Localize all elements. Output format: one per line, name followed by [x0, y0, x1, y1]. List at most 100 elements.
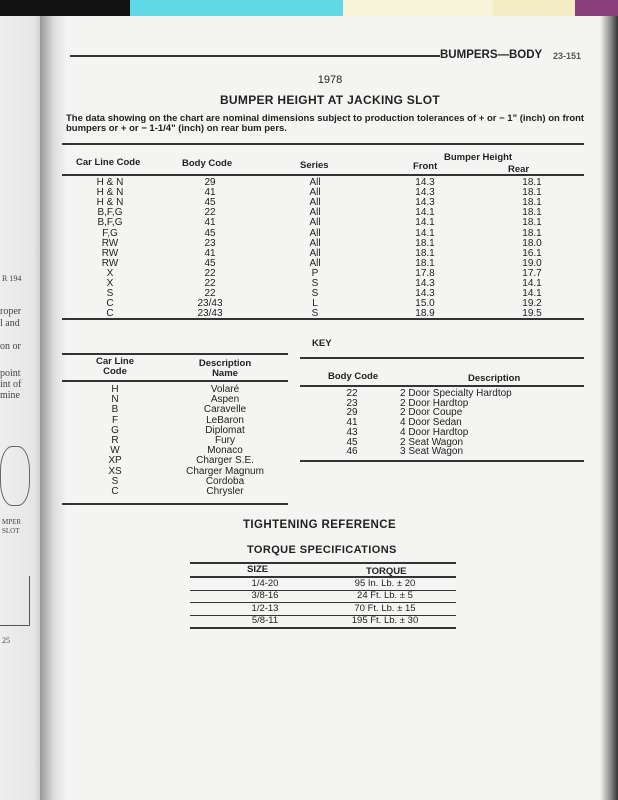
table-cell: 22: [204, 207, 216, 219]
table-cell: 18.1: [415, 257, 435, 269]
column-header: Car Line Code: [76, 157, 141, 168]
table-cell: RW: [101, 237, 119, 249]
table-cell: 4 Door Sedan: [400, 417, 462, 429]
table-cell: All: [309, 197, 321, 209]
year: 1978: [317, 74, 343, 86]
table-cell: H & N: [96, 187, 124, 199]
table-cell: H & N: [96, 177, 124, 188]
table-cell: 41: [204, 187, 216, 199]
table-row: C 23/43 L 15.0 19.2: [0, 299, 618, 309]
table-row: H & N 41 All 14.3 18.1: [0, 188, 618, 198]
table-cell: C: [106, 298, 114, 310]
table-cell: Charger Magnum: [186, 465, 264, 477]
table-row: 29 2 Door Coupe: [0, 408, 618, 418]
divider: [190, 614, 456, 616]
table-cell: S: [311, 308, 319, 320]
table-cell: S: [311, 288, 319, 300]
table-cell: 18.1: [522, 227, 542, 239]
table-cell: B,F,G: [97, 207, 123, 219]
table-cell: 3/8-16: [251, 590, 279, 602]
table-cell: 14.3: [415, 288, 435, 300]
table-row: X 22 P 17.8 17.7: [0, 267, 618, 279]
table-cell: 18.1: [522, 217, 542, 229]
table-row: F LeBaron: [0, 415, 618, 426]
table-row: XP Charger S.E.: [0, 456, 618, 466]
divider: [62, 143, 584, 145]
table-cell: All: [309, 207, 321, 219]
table-row: 41 4 Door Sedan: [0, 418, 618, 428]
table-cell: 23/43: [197, 298, 223, 310]
column-header: SIZE: [247, 564, 269, 575]
table-cell: S: [311, 278, 319, 289]
table-row: C Chrysler: [0, 487, 618, 497]
table-cell: 19.0: [522, 257, 542, 269]
column-header: Series: [300, 160, 329, 171]
fragment: l and: [0, 318, 20, 329]
table-row: 45 2 Seat Wagon: [0, 436, 618, 448]
table-cell: 2 Door Hardtop: [400, 397, 469, 409]
table-cell: B,F,G: [97, 217, 123, 229]
table-cell: 2 Door Coupe: [400, 407, 463, 419]
illustration: [0, 576, 30, 626]
table-cell: X: [106, 267, 114, 279]
table-row: H & N 29 All 14.3 18.1: [0, 178, 618, 188]
torque-title: TORQUE SPECIFICATIONS: [247, 544, 397, 556]
table-cell: XP: [108, 455, 122, 467]
table-cell: Monaco: [207, 445, 243, 457]
divider: [190, 590, 456, 591]
table-cell: 18.0: [522, 237, 542, 249]
table-cell: All: [309, 237, 321, 249]
divider: [300, 460, 584, 462]
table-row: H Volaré: [0, 385, 618, 395]
table-row: 46 3 Seat Wagon: [0, 447, 618, 457]
table-cell: All: [309, 227, 321, 239]
table-cell: 45: [204, 227, 216, 239]
table-cell: 45: [346, 436, 358, 448]
column-header: Body Code: [182, 158, 233, 169]
table-cell: 16.1: [522, 247, 542, 259]
fragment: roper: [0, 306, 22, 317]
divider: [190, 576, 456, 578]
table-cell: Fury: [215, 435, 235, 446]
table-cell: 14.3: [415, 177, 435, 188]
table-cell: 15.0: [415, 298, 435, 310]
table-cell: 29: [204, 177, 216, 188]
table-cell: 43: [346, 426, 358, 438]
intro-text: The data showing on the chart are nomina…: [66, 113, 585, 134]
table-cell: 1/2-13: [251, 602, 279, 614]
table-cell: N: [111, 394, 119, 406]
divider: [62, 174, 584, 176]
table-cell: 195 Ft. Lb. ± 30: [351, 614, 419, 626]
fragment: point: [0, 368, 21, 379]
table-row: W Monaco: [0, 446, 618, 456]
table-cell: 5/8-11: [251, 614, 279, 626]
page-edge-shadow: [600, 16, 618, 800]
table-cell: 24 Ft. Lb. ± 5: [357, 590, 413, 602]
table-cell: 18.1: [415, 237, 435, 249]
fragment: R 194: [2, 274, 22, 283]
table-cell: 14.3: [415, 278, 435, 289]
table-cell: All: [309, 247, 321, 259]
divider: [190, 626, 456, 629]
page-gutter: [40, 16, 68, 800]
divider: [190, 562, 456, 564]
table-row: RW 41 All 18.1 16.1: [0, 247, 618, 259]
table-cell: G: [111, 424, 119, 436]
table-cell: H: [111, 384, 119, 395]
fragment: mine: [0, 390, 20, 401]
table-cell: 14.1: [522, 278, 542, 289]
column-header: Description Name: [185, 359, 265, 379]
table-cell: W: [110, 445, 120, 457]
column-header: Front: [413, 161, 438, 172]
table-cell: 18.9: [415, 308, 435, 320]
table-cell: All: [309, 177, 321, 188]
table-row: B,F,G 22 All 14.1 18.1: [0, 208, 618, 218]
page-title: BUMPER HEIGHT AT JACKING SLOT: [219, 93, 441, 107]
table-cell: 17.7: [522, 267, 542, 279]
table-cell: 22: [204, 267, 216, 279]
table-cell: 23/43: [197, 308, 223, 320]
table-cell: Aspen: [210, 394, 240, 406]
table-cell: All: [309, 217, 321, 229]
table-row: RW 45 All 18.1 19.0: [0, 257, 618, 269]
table-row: 43 4 Door Hardtop: [0, 426, 618, 438]
